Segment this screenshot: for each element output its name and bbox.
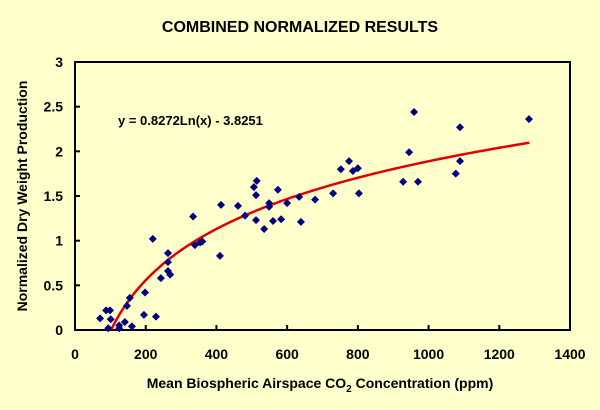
data-point [249,183,258,192]
data-points [96,108,533,333]
y-tick-label: 2.5 [44,99,64,115]
data-point [125,293,134,302]
data-point [405,148,414,157]
trendline [109,141,530,331]
data-point [148,234,157,243]
data-point [156,274,165,283]
x-tick-label: 1200 [484,346,515,362]
trendline-equation: y = 0.8272Ln(x) - 3.8251 [118,113,263,128]
x-tick-label: 1400 [554,346,585,362]
data-point [345,157,354,166]
chart-title: COMBINED NORMALIZED RESULTS [162,19,438,36]
y-tick-label: 0 [55,322,63,338]
y-axis-label: Normalized Dry Weight Production [14,81,30,312]
data-point [451,169,460,178]
data-point [252,176,261,185]
data-point [277,215,286,224]
data-point [252,216,261,225]
data-point [456,157,465,166]
data-point [217,200,226,209]
y-tick-label: 0.5 [44,277,64,293]
data-point [215,251,224,260]
x-axis-label-part2: Concentration (ppm) [352,375,494,391]
data-point [524,115,533,124]
y-tick-label: 1.5 [44,188,64,204]
data-point [456,123,465,132]
x-axis: 0 200 400 600 800 1000 1200 1400 [71,325,586,362]
y-tick-label: 3 [55,54,63,70]
x-tick-label: 200 [134,346,158,362]
plot-area [74,61,571,331]
data-point [252,191,261,200]
data-point [336,165,345,174]
x-axis-label-part1: Mean Biospheric Airspace CO [147,375,347,391]
data-point [106,306,115,315]
data-point [104,324,113,333]
data-point [189,212,198,221]
data-point [399,177,408,186]
x-axis-label: Mean Biospheric Airspace CO2 Concentrati… [147,375,494,395]
x-tick-label: 800 [346,346,370,362]
data-point [233,201,242,210]
data-point [115,324,124,333]
data-point [241,211,250,220]
x-tick-label: 1000 [413,346,444,362]
data-point [163,258,172,267]
data-point [296,217,305,226]
data-point [354,189,363,198]
data-point [96,314,105,323]
y-tick-label: 1 [55,233,63,249]
data-point [413,177,422,186]
data-point [139,310,148,319]
data-point [166,270,175,279]
data-point [265,202,274,211]
data-point [273,185,282,194]
data-point [410,108,419,117]
data-point [198,237,207,246]
data-point [295,192,304,201]
x-tick-label: 400 [205,346,229,362]
data-point [106,315,115,324]
data-point [311,195,320,204]
data-point [127,322,136,331]
data-point [163,249,172,258]
data-point [151,312,160,321]
data-point [260,225,269,234]
data-point [283,199,292,208]
data-point [141,288,150,297]
y-axis: 0 0.5 1 1.5 2 2.5 3 [44,54,80,338]
data-point [269,217,277,226]
plot-border [74,61,571,331]
x-tick-label: 0 [71,346,79,362]
x-tick-label: 600 [275,346,299,362]
data-point [122,301,131,310]
data-point [353,164,362,173]
data-point [120,317,129,326]
trendline-group [109,141,530,331]
y-tick-label: 2 [55,143,63,159]
data-point [329,189,338,198]
x-axis-label-subscript: 2 [346,384,352,395]
